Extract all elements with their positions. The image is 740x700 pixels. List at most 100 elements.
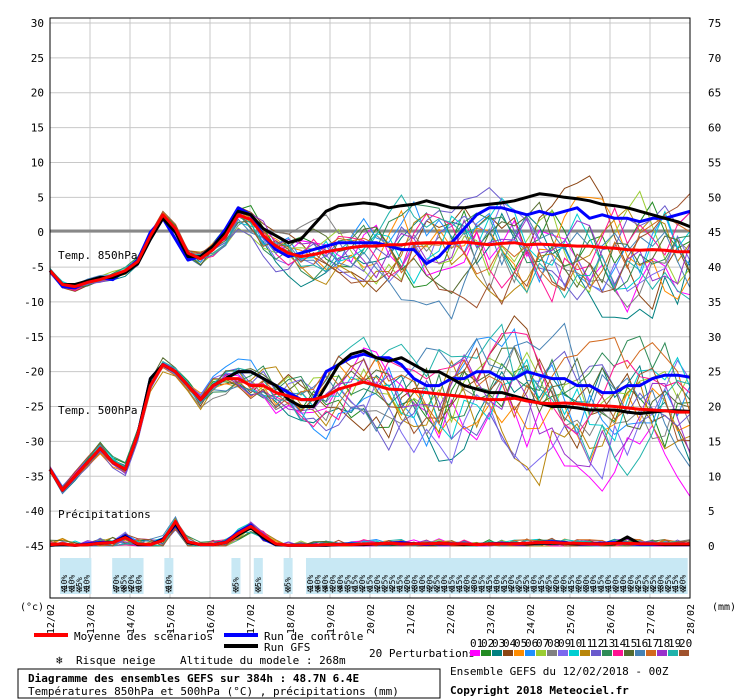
snow-risk-label: 20% xyxy=(679,575,688,590)
perturbation-number: 10 xyxy=(569,637,582,650)
perturbation-swatch xyxy=(536,650,546,656)
perturbation-swatch xyxy=(624,650,634,656)
snow-risk-icon: ❄ xyxy=(285,583,292,596)
copyright: Copyright 2018 Meteociel.fr xyxy=(450,684,629,697)
right-tick-label: 50 xyxy=(708,191,721,204)
snow-risk-label: 5% xyxy=(284,577,293,587)
perturbation-swatch xyxy=(602,650,612,656)
snow-risk-label: 70% xyxy=(112,575,121,590)
left-tick-label: -10 xyxy=(24,296,44,309)
snow-risk-box xyxy=(529,558,539,594)
left-tick-label: 30 xyxy=(31,17,44,30)
snow-risk-label: 25% xyxy=(641,575,650,590)
snow-risk-icon: ❄ xyxy=(568,583,575,596)
snow-risk-box xyxy=(678,558,688,594)
snow-risk-icon: ❄ xyxy=(352,583,359,596)
x-tick-label: 21/02 xyxy=(406,604,417,634)
snow-risk-box xyxy=(574,558,584,594)
perturbation-swatch xyxy=(547,650,557,656)
snow-risk-box xyxy=(343,558,353,594)
snow-risk-label: 85% xyxy=(120,575,129,590)
snow-risk-box xyxy=(663,558,673,594)
perturbation-number: 03 xyxy=(492,637,505,650)
x-tick-label: 20/02 xyxy=(366,604,377,634)
snow-risk-box xyxy=(671,558,681,594)
snow-risk-box xyxy=(410,558,420,594)
snow-risk-box xyxy=(432,558,442,594)
snow-risk-label: 15% xyxy=(351,575,360,590)
snow-risk-icon: ❄ xyxy=(523,583,530,596)
left-tick-label: -25 xyxy=(24,401,44,414)
perturbation-number: 09 xyxy=(558,637,571,650)
x-tick-label: 14/02 xyxy=(126,604,137,634)
snow-risk-icon: ❄ xyxy=(382,583,389,596)
snow-risk-icon: ❄ xyxy=(441,583,448,596)
snow-risk-icon: ❄ xyxy=(411,583,418,596)
chart-title: Diagramme des ensembles GEFS sur 384h : … xyxy=(28,672,359,685)
x-tick-label: 24/02 xyxy=(526,604,537,634)
snow-risk-box xyxy=(320,558,330,594)
snow-risk-icon: ❄ xyxy=(419,583,426,596)
snow-risk-icon: ❄ xyxy=(486,583,493,596)
right-tick-label: 65 xyxy=(708,87,721,100)
perturbation-number: 16 xyxy=(635,637,648,650)
snow-risk-box xyxy=(387,558,397,594)
perturbation-number: 07 xyxy=(536,637,549,650)
snow-risk-box xyxy=(544,558,554,594)
snow-risk-icon: ❄ xyxy=(128,583,135,596)
perturbation-number: 08 xyxy=(547,637,560,650)
snow-risk-label: 10% xyxy=(418,575,427,590)
snow-risk-box xyxy=(581,558,591,594)
snow-risk-label: 20% xyxy=(574,575,583,590)
snow-risk-label: 15% xyxy=(671,575,680,590)
x-axis-labels: 12/02 13/02 14/02 15/02 16/02 17/02 18/02 19/02… xyxy=(46,604,697,634)
snow-risk-box xyxy=(164,558,174,594)
left-tick-label: -5 xyxy=(31,261,44,274)
snow-risk-box xyxy=(469,558,479,594)
left-tick-label: 0 xyxy=(37,226,44,239)
snow-risk-label: 15% xyxy=(485,575,494,590)
legend-gfs-swatch xyxy=(224,644,258,648)
snow-risk-label: 20% xyxy=(373,575,382,590)
snow-risk-icon: ❄ xyxy=(531,583,538,596)
x-tick-label: 16/02 xyxy=(206,604,217,634)
perturbation-swatch xyxy=(668,650,678,656)
perturbation-number: 15 xyxy=(624,637,637,650)
snow-risk-icon: ❄ xyxy=(546,583,553,596)
snow-risk-label: 10% xyxy=(306,575,315,590)
snow-risk-box xyxy=(656,558,666,594)
snow-risk-box xyxy=(477,558,487,594)
right-tick-label: 30 xyxy=(708,331,721,344)
left-tick-label: -35 xyxy=(24,470,44,483)
left-tick-label: -20 xyxy=(24,366,44,379)
snow-risk-icon: ❄ xyxy=(665,583,672,596)
snow-risk-label: 10% xyxy=(60,575,69,590)
snow-risk-icon: ❄ xyxy=(628,583,635,596)
snow-risk-icon: ❄ xyxy=(598,583,605,596)
snow-risk-icon: ❄ xyxy=(113,583,120,596)
left-tick-label: 5 xyxy=(37,191,44,204)
snow-risk-icon: ❄ xyxy=(613,583,620,596)
right-tick-label: 40 xyxy=(708,261,721,274)
snow-risk-icon: ❄ xyxy=(232,583,239,596)
snow-risk-box xyxy=(514,558,524,594)
x-tick-label: 17/02 xyxy=(246,604,257,634)
left-axis: 30 25 20 15 10 5 0 -5 -10 -15 -20 -25 -30 -35 -40 -45 xyxy=(24,17,44,553)
left-tick-label: 25 xyxy=(31,52,44,65)
perturbation-swatch xyxy=(558,650,568,656)
legend-mean-swatch xyxy=(34,633,68,637)
snow-risk-icon: ❄ xyxy=(307,583,314,596)
snow-risk-icon: ❄ xyxy=(136,583,143,596)
snow-risk-box xyxy=(74,558,84,594)
snow-risk-box xyxy=(350,558,360,594)
snow-risk-box xyxy=(596,558,606,594)
left-tick-label: -40 xyxy=(24,505,44,518)
snow-risk-label: 25% xyxy=(388,575,397,590)
series-line-t500 xyxy=(48,363,690,492)
snow-risk-box xyxy=(611,558,621,594)
snow-risk-box xyxy=(119,558,129,594)
snow-risk-icon: ❄ xyxy=(560,583,567,596)
snow-risk-icon: ❄ xyxy=(650,583,657,596)
perturbation-swatch xyxy=(470,650,480,656)
snow-risk-label: 15% xyxy=(597,575,606,590)
